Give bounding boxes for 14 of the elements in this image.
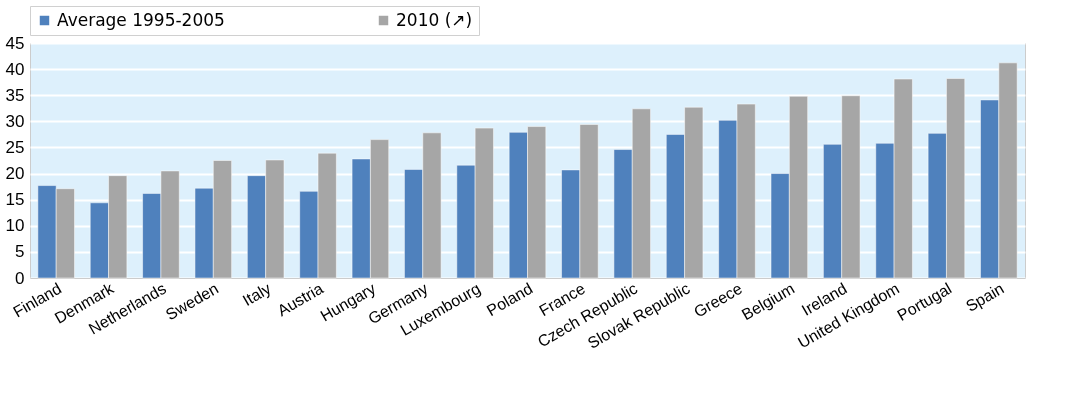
x-tick-label: Spain (962, 279, 1007, 315)
y-tick-label: 20 (5, 164, 25, 184)
y-tick-label: 5 (15, 242, 25, 262)
y-tick-label: 0 (15, 268, 25, 288)
y-tick-label: 25 (5, 137, 25, 157)
y-tick-label: 40 (5, 59, 25, 79)
legend-label: Average 1995-2005 (57, 9, 225, 30)
y-tick-label: 35 (5, 85, 25, 105)
legend-label: 2010 (↗) (396, 9, 473, 30)
y-tick-label: 30 (5, 111, 25, 131)
x-tick-label: Italy (239, 279, 274, 310)
y-tick-label: 10 (5, 216, 25, 236)
y-tick-label: 15 (5, 190, 25, 210)
y-tick-label: 45 (5, 33, 25, 53)
